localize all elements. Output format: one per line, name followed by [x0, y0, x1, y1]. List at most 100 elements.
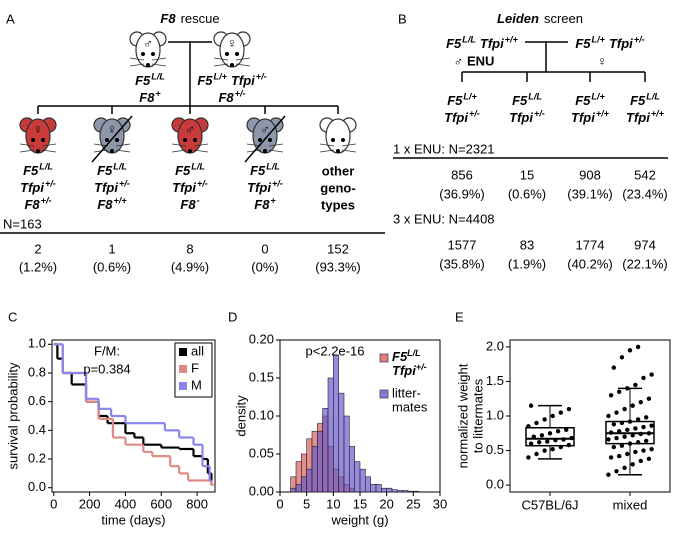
data-point [622, 465, 627, 471]
mouse-whisker [19, 143, 35, 147]
data-point [641, 448, 646, 453]
genotype-label: F5L/L [97, 162, 127, 179]
data-point [608, 455, 614, 460]
data-point [611, 444, 616, 450]
x-tick-label: 5 [303, 496, 310, 511]
mouse-icon: ♀ [91, 115, 133, 163]
screen-heading: 3 x ENU: N=4408 [393, 211, 495, 226]
y-axis-label: density [233, 395, 248, 437]
mouse-whisker [213, 57, 229, 61]
mouse-head [325, 118, 351, 154]
allele: +/- [534, 109, 545, 119]
gene: Tfpi [20, 180, 44, 195]
data-point [622, 406, 627, 412]
y-axis-label: to littermates [470, 378, 485, 453]
gene: Tfpi [172, 180, 196, 195]
allele: L/L [191, 162, 205, 172]
sex-symbol: ♂ [143, 35, 153, 50]
legend-label: all [191, 343, 204, 358]
count: 0 [261, 241, 268, 256]
gene: F5 [447, 93, 463, 108]
cross-out [91, 115, 133, 163]
mouse-whisker [193, 149, 209, 153]
mouse-nose [263, 149, 267, 153]
histogram-bar [322, 408, 329, 493]
data-point [614, 469, 619, 474]
data-point [547, 431, 553, 436]
allele: + [155, 89, 161, 99]
data-point [619, 443, 625, 448]
y-tick-label: 0.10 [249, 407, 274, 422]
allele: +/- [469, 109, 480, 119]
annotation: p<2.2e-16 [306, 343, 365, 358]
gene: Tfpi [94, 180, 118, 195]
gene: F5 [630, 93, 646, 108]
mouse-eye [258, 138, 262, 142]
mouse-whisker [171, 149, 187, 153]
gene: Tfpi [609, 36, 633, 51]
gene: F5 [512, 93, 528, 108]
allele: L/+ [591, 92, 605, 102]
title-italic: Leiden [497, 11, 539, 26]
allele: +/+ [505, 35, 519, 45]
data-point [649, 372, 654, 377]
mouse-whisker [41, 143, 57, 147]
gene: Tfpi [509, 110, 533, 125]
y-axis-label: survival probability [5, 362, 20, 469]
percent: (40.2%) [567, 256, 613, 271]
y-tick-label: 1.0 [28, 336, 46, 351]
panel-letter: C [8, 309, 17, 324]
mouse-eye [268, 138, 272, 142]
genotype-label: F5L/L [250, 162, 280, 179]
genotype-label: F5L/L Tfpi+/+ [446, 35, 518, 52]
count: 83 [520, 237, 534, 252]
y-axis-label: normalized weight [455, 363, 470, 468]
histogram-bar [413, 490, 419, 493]
genotype-label: F8+/- [218, 89, 245, 106]
allele: L/L [113, 162, 127, 172]
histogram-bar [354, 461, 361, 493]
allele: +/- [119, 179, 130, 189]
gene: Tfpi [444, 110, 468, 125]
gene: Tfpi [392, 363, 416, 378]
data-point [646, 456, 652, 462]
histogram-bar [343, 415, 350, 493]
mouse-eye [115, 138, 119, 142]
allele: +/- [41, 196, 52, 206]
mouse-eye [225, 52, 229, 56]
gene: F5 [97, 163, 113, 178]
genotype-label: F5L/L [135, 72, 165, 89]
gene: F8 [97, 197, 113, 212]
gene: F8 [254, 197, 270, 212]
mouse-whisker [115, 149, 131, 153]
data-point [606, 472, 611, 477]
percent: (22.1%) [622, 256, 668, 271]
mouse-eye [235, 52, 239, 56]
mouse-icon: ♂ [129, 31, 167, 68]
y-tick-label: 0.6 [28, 393, 46, 408]
mouse-whisker [19, 149, 35, 153]
mouse-eye [151, 52, 155, 56]
gene: F8 [24, 197, 40, 212]
percent: (0%) [251, 259, 278, 274]
allele: +/- [45, 179, 56, 189]
data-point [633, 426, 638, 431]
gene: F8 [218, 90, 234, 105]
data-point [537, 440, 542, 445]
count: 1 [108, 241, 115, 256]
genotype-label: F5L/L [630, 92, 660, 109]
data-point [644, 438, 649, 444]
allele: L/L [39, 162, 53, 172]
data-point [566, 406, 572, 412]
title-rest: rescue [181, 11, 220, 26]
data-point [622, 434, 627, 439]
data-point [608, 393, 614, 398]
gene: F5 [135, 73, 151, 88]
mouse-icon: ♀ [19, 117, 57, 154]
panel-letter: A [6, 11, 15, 26]
mouse-whisker [115, 143, 131, 147]
data-point [614, 435, 619, 441]
histogram-bar [397, 490, 403, 493]
mouse-icon: ♂ [244, 115, 286, 163]
data-point [545, 439, 550, 444]
